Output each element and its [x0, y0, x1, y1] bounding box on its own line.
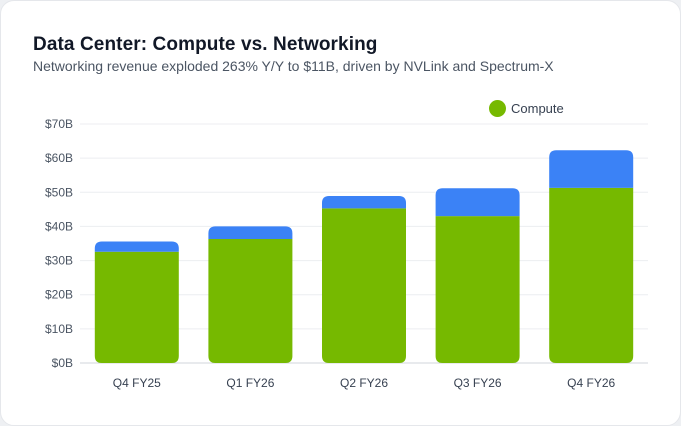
y-tick-label: $60B — [45, 151, 73, 165]
chart-subtitle: Networking revenue exploded 263% Y/Y to … — [33, 58, 554, 74]
chart-title: Data Center: Compute vs. Networking — [33, 34, 378, 55]
x-tick-label: Q4 FY26 — [567, 376, 615, 390]
x-tick-label: Q2 FY26 — [340, 376, 388, 390]
x-axis-ticks: Q4 FY25 Q1 FY26 Q2 FY26 Q3 FY26 Q4 FY26 — [113, 376, 616, 390]
bar-networking — [94, 241, 179, 252]
bar-networking — [208, 226, 293, 240]
legend-compute-label: Compute — [511, 101, 564, 116]
y-axis-ticks: $0B $10B $20B $30B $40B $50B $60B $70B — [45, 117, 73, 370]
x-tick-label: Q4 FY25 — [113, 376, 161, 390]
chart-legend: Compute — [489, 100, 564, 117]
x-tick-label: Q3 FY26 — [454, 376, 502, 390]
bar-networking — [322, 196, 406, 209]
y-tick-label: $40B — [45, 219, 73, 233]
bar-networking — [549, 150, 634, 188]
bar-compute — [435, 216, 520, 363]
y-tick-label: $70B — [45, 117, 73, 131]
y-tick-label: $10B — [45, 322, 73, 336]
bar-compute — [549, 187, 634, 363]
bar-networking — [435, 188, 520, 217]
y-tick-label: $30B — [45, 254, 73, 268]
bar-compute — [94, 251, 179, 363]
bar-compute — [208, 239, 293, 363]
legend-compute-swatch — [489, 100, 506, 117]
y-tick-label: $20B — [45, 288, 73, 302]
y-tick-label: $0B — [52, 356, 73, 370]
bars-layer — [94, 150, 634, 363]
y-tick-label: $50B — [45, 185, 73, 199]
x-tick-label: Q1 FY26 — [226, 376, 274, 390]
bar-compute — [322, 208, 406, 363]
